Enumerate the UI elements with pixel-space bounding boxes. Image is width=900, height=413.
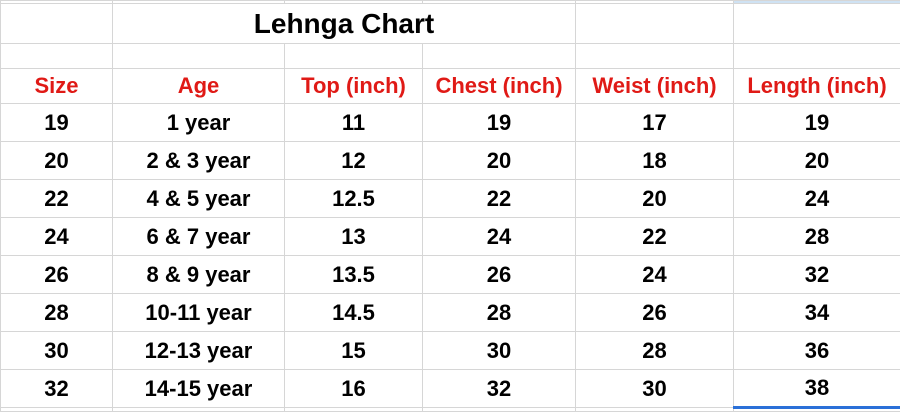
table-cell[interactable]	[0, 43, 113, 69]
cell-chest[interactable]: 28	[422, 293, 576, 332]
cell-top[interactable]: 13	[284, 217, 423, 256]
table-cell[interactable]	[733, 3, 900, 44]
cell-top[interactable]: 16	[284, 369, 423, 408]
cell-top[interactable]: 15	[284, 331, 423, 370]
cell-size[interactable]: 26	[0, 255, 113, 294]
cell-age[interactable]: 6 & 7 year	[112, 217, 285, 256]
header-row: Size Age Top (inch) Chest (inch) Weist (…	[0, 68, 900, 104]
table-row: 30 12-13 year 15 30 28 36	[0, 331, 900, 370]
cell-weist[interactable]: 26	[575, 293, 734, 332]
cell-age[interactable]: 2 & 3 year	[112, 141, 285, 180]
cell-top[interactable]: 12	[284, 141, 423, 180]
cell-chest[interactable]: 30	[422, 331, 576, 370]
selection-border-cell	[733, 406, 900, 412]
table-cell[interactable]	[0, 3, 113, 44]
cell-top[interactable]: 12.5	[284, 179, 423, 218]
cell-age[interactable]: 1 year	[112, 103, 285, 142]
cell-weist[interactable]: 30	[575, 369, 734, 408]
cell-age[interactable]: 4 & 5 year	[112, 179, 285, 218]
cell-top[interactable]: 14.5	[284, 293, 423, 332]
cell-top[interactable]: 13.5	[284, 255, 423, 294]
table-row: 28 10-11 year 14.5 28 26 34	[0, 293, 900, 332]
table-cell	[575, 407, 734, 412]
table-cell[interactable]	[575, 3, 734, 44]
cell-age[interactable]: 10-11 year	[112, 293, 285, 332]
cell-weist[interactable]: 24	[575, 255, 734, 294]
table-cell[interactable]	[112, 43, 285, 69]
table-cell	[0, 407, 113, 412]
cell-length[interactable]: 20	[733, 141, 900, 180]
table-row: 26 8 & 9 year 13.5 26 24 32	[0, 255, 900, 294]
cell-size[interactable]: 20	[0, 141, 113, 180]
table-cell[interactable]	[575, 43, 734, 69]
partial-row-bottom	[0, 406, 900, 412]
cell-length[interactable]: 28	[733, 217, 900, 256]
cell-size[interactable]: 28	[0, 293, 113, 332]
cell-length[interactable]: 38	[733, 369, 900, 408]
cell-size[interactable]: 22	[0, 179, 113, 218]
cell-weist[interactable]: 20	[575, 179, 734, 218]
cell-chest[interactable]: 20	[422, 141, 576, 180]
cell-chest[interactable]: 19	[422, 103, 576, 142]
table-row: 20 2 & 3 year 12 20 18 20	[0, 141, 900, 180]
cell-weist[interactable]: 28	[575, 331, 734, 370]
cell-age[interactable]: 8 & 9 year	[112, 255, 285, 294]
cell-size[interactable]: 30	[0, 331, 113, 370]
cell-size[interactable]: 24	[0, 217, 113, 256]
cell-top[interactable]: 11	[284, 103, 423, 142]
table-cell[interactable]	[733, 43, 900, 69]
cell-length[interactable]: 32	[733, 255, 900, 294]
title-row: Lehnga Chart	[0, 3, 900, 44]
cell-chest[interactable]: 24	[422, 217, 576, 256]
table-row: 19 1 year 11 19 17 19	[0, 103, 900, 142]
col-header-chest[interactable]: Chest (inch)	[422, 68, 576, 104]
col-header-length[interactable]: Length (inch)	[733, 68, 900, 104]
cell-age[interactable]: 14-15 year	[112, 369, 285, 408]
cell-length[interactable]: 34	[733, 293, 900, 332]
table-row: 22 4 & 5 year 12.5 22 20 24	[0, 179, 900, 218]
table-cell[interactable]	[422, 43, 576, 69]
table-cell	[112, 407, 285, 412]
cell-weist[interactable]: 17	[575, 103, 734, 142]
cell-weist[interactable]: 22	[575, 217, 734, 256]
table-row: 24 6 & 7 year 13 24 22 28	[0, 217, 900, 256]
col-header-age[interactable]: Age	[112, 68, 285, 104]
cell-size[interactable]: 19	[0, 103, 113, 142]
spacer-row	[0, 43, 900, 69]
table-cell	[284, 407, 423, 412]
col-header-size[interactable]: Size	[0, 68, 113, 104]
table-cell	[422, 407, 576, 412]
cell-chest[interactable]: 32	[422, 369, 576, 408]
cell-size[interactable]: 32	[0, 369, 113, 408]
cell-weist[interactable]: 18	[575, 141, 734, 180]
cell-length[interactable]: 19	[733, 103, 900, 142]
col-header-weist[interactable]: Weist (inch)	[575, 68, 734, 104]
cell-age[interactable]: 12-13 year	[112, 331, 285, 370]
chart-title[interactable]: Lehnga Chart	[112, 3, 576, 44]
table-row: 32 14-15 year 16 32 30 38	[0, 369, 900, 408]
cell-length[interactable]: 24	[733, 179, 900, 218]
cell-chest[interactable]: 26	[422, 255, 576, 294]
cell-length[interactable]: 36	[733, 331, 900, 370]
cell-chest[interactable]: 22	[422, 179, 576, 218]
table-cell[interactable]	[284, 43, 423, 69]
col-header-top[interactable]: Top (inch)	[284, 68, 423, 104]
